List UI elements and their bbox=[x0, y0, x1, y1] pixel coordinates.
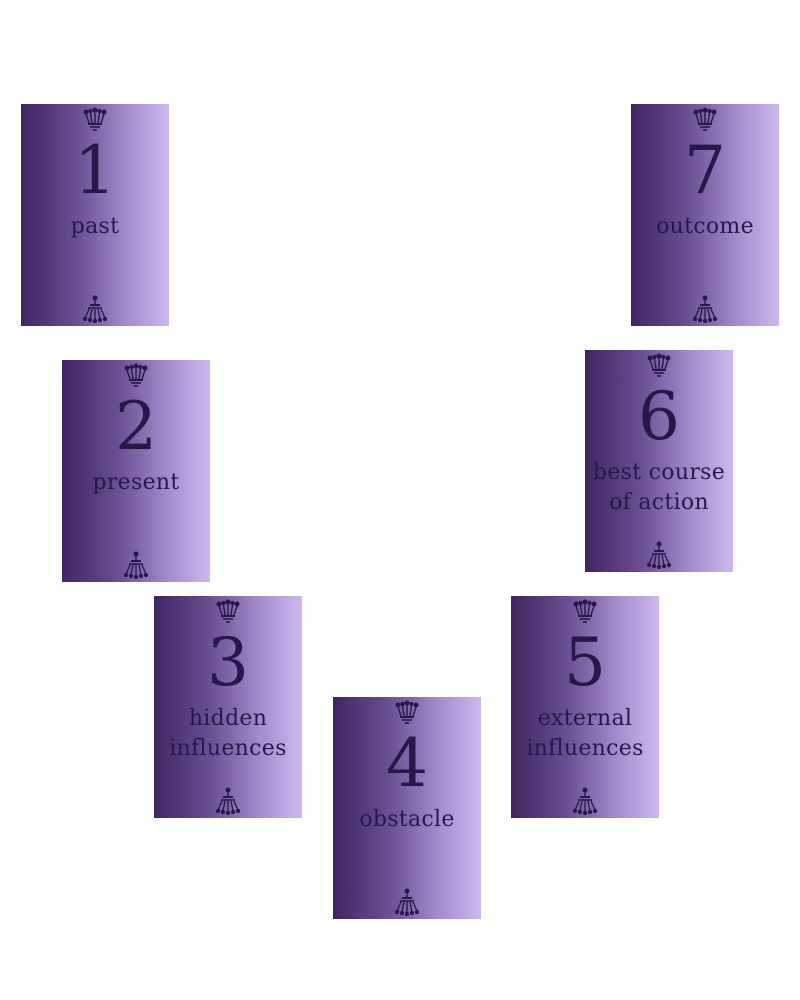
card-number: 4 bbox=[386, 725, 428, 802]
card-hidden-influences[interactable]: 3 hidden influences bbox=[154, 596, 302, 818]
tassel-icon bbox=[692, 295, 718, 323]
card-number: 3 bbox=[207, 624, 249, 701]
card-label: outcome bbox=[656, 214, 754, 239]
card-external-influences[interactable]: 5 external influences bbox=[511, 596, 659, 818]
crown-icon bbox=[124, 363, 148, 387]
tassel-icon bbox=[394, 888, 420, 916]
tassel-icon bbox=[123, 551, 149, 579]
crown-icon bbox=[693, 107, 717, 131]
tassel-icon bbox=[215, 787, 241, 815]
card-number: 1 bbox=[74, 132, 116, 209]
tassel-icon bbox=[646, 541, 672, 569]
crown-icon bbox=[395, 700, 419, 724]
card-outcome[interactable]: 7 outcome bbox=[631, 104, 779, 326]
card-label-line: influences bbox=[169, 736, 287, 761]
card-present[interactable]: 2 present bbox=[62, 360, 210, 582]
card-label-line: best course bbox=[592, 460, 726, 485]
card-obstacle[interactable]: 4 obstacle bbox=[333, 697, 481, 919]
card-label: past bbox=[70, 214, 120, 239]
crown-icon bbox=[573, 599, 597, 623]
card-label: hidden influences bbox=[154, 704, 302, 764]
card-label-line: of action bbox=[609, 490, 709, 515]
card-number: 7 bbox=[684, 132, 726, 209]
card-past[interactable]: 1 past bbox=[21, 104, 169, 326]
tassel-icon bbox=[572, 787, 598, 815]
card-number: 5 bbox=[564, 624, 606, 701]
card-label: external influences bbox=[511, 704, 659, 764]
card-best-course-of-action[interactable]: 6 best course of action bbox=[585, 350, 733, 572]
crown-icon bbox=[647, 353, 671, 377]
card-number: 6 bbox=[638, 378, 680, 455]
card-number: 2 bbox=[115, 388, 157, 465]
card-label: present bbox=[92, 470, 180, 495]
card-label-line: external bbox=[537, 706, 633, 731]
card-label-line: influences bbox=[526, 736, 644, 761]
card-label: obstacle bbox=[359, 807, 455, 832]
crown-icon bbox=[216, 599, 240, 623]
card-label: best course of action bbox=[585, 458, 733, 518]
card-label-line: hidden bbox=[188, 706, 268, 731]
tassel-icon bbox=[82, 295, 108, 323]
crown-icon bbox=[83, 107, 107, 131]
